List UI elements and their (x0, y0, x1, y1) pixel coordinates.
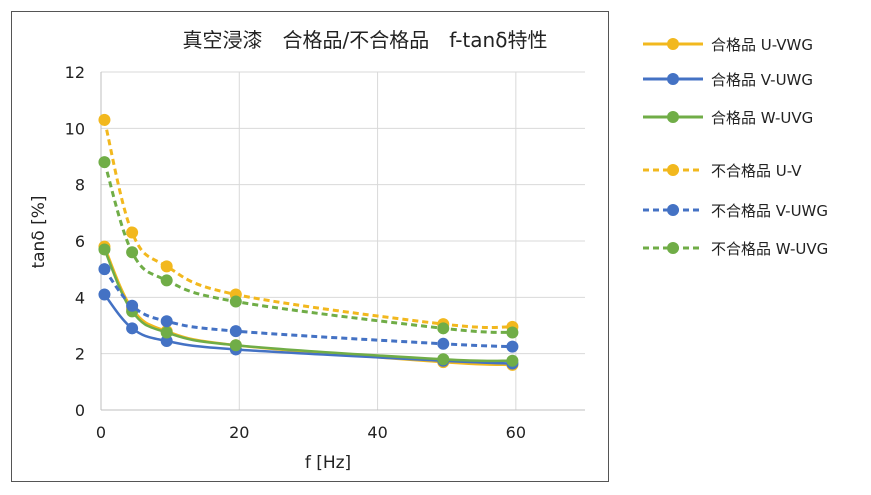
legend-item: 合格品 W-UVG (643, 109, 813, 127)
legend-label: 不合格品 V-UWG (711, 202, 828, 220)
legend-swatch-marker (667, 164, 679, 176)
y-tick-label: 6 (75, 232, 85, 251)
data-point (98, 113, 111, 126)
data-point (160, 260, 173, 273)
legend-label: 合格品 V-UWG (711, 71, 813, 89)
data-point (506, 354, 519, 367)
data-point (98, 288, 111, 301)
data-point (98, 156, 111, 169)
series-fail-5 (98, 156, 519, 339)
x-tick-label: 0 (96, 423, 106, 442)
series-fail-3 (98, 113, 519, 333)
series-line (103, 119, 513, 329)
data-point (98, 263, 111, 276)
legend-label: 合格品 W-UVG (711, 109, 813, 127)
data-point (506, 340, 519, 353)
legend: 合格品 U-VWG 合格品 V-UWG 合格品 W-UVG 不合格品 U-V 不合格品 … (643, 36, 828, 258)
data-point (126, 299, 139, 312)
y-tick-label: 4 (75, 288, 85, 307)
series-fail-4 (98, 263, 519, 353)
series-pass-2 (98, 243, 519, 367)
legend-item: 不合格品 W-UVG (643, 240, 828, 258)
data-point (437, 322, 450, 335)
legend-label: 不合格品 W-UVG (711, 240, 828, 258)
data-point (160, 315, 173, 328)
legend-swatch-marker (667, 111, 679, 123)
legend-swatch-marker (667, 204, 679, 216)
data-point (229, 325, 242, 338)
legend-item: 不合格品 U-V (643, 162, 802, 180)
x-axis-title: f [Hz] (305, 453, 351, 473)
legend-swatch-marker (667, 38, 679, 50)
chart-title: 真空浸漆 合格品/不合格品 f-tanδ特性 (183, 28, 548, 52)
x-tick-label: 60 (506, 423, 526, 442)
data-point (160, 274, 173, 287)
y-tick-label: 0 (75, 401, 85, 420)
x-tick-label: 40 (367, 423, 387, 442)
y-tick-label: 8 (75, 176, 85, 195)
data-point (229, 339, 242, 352)
x-tick-label: 20 (229, 423, 249, 442)
legend-label: 合格品 U-VWG (711, 36, 813, 54)
data-point (98, 243, 111, 256)
data-point (229, 295, 242, 308)
plot-area (98, 113, 519, 371)
legend-swatch-marker (667, 242, 679, 254)
legend-label: 不合格品 U-V (711, 162, 802, 180)
legend-swatch-marker (667, 73, 679, 85)
data-point (160, 334, 173, 347)
y-tick-label: 2 (75, 345, 85, 364)
data-point (437, 337, 450, 350)
y-tick-label: 10 (65, 119, 85, 138)
data-point (160, 326, 173, 339)
data-point (126, 322, 139, 335)
chart-frame (11, 11, 609, 482)
legend-item: 合格品 U-VWG (643, 36, 813, 54)
legend-item: 合格品 V-UWG (643, 71, 813, 89)
data-point (437, 353, 450, 366)
legend-item: 不合格品 V-UWG (643, 202, 828, 220)
data-point (506, 326, 519, 339)
data-point (126, 226, 139, 239)
data-point (126, 246, 139, 259)
axes: 0 2 4 6 8 10 12 0 20 40 60 (65, 63, 585, 442)
y-tick-label: 12 (65, 63, 85, 82)
y-axis-title: tanδ [%] (29, 195, 49, 268)
